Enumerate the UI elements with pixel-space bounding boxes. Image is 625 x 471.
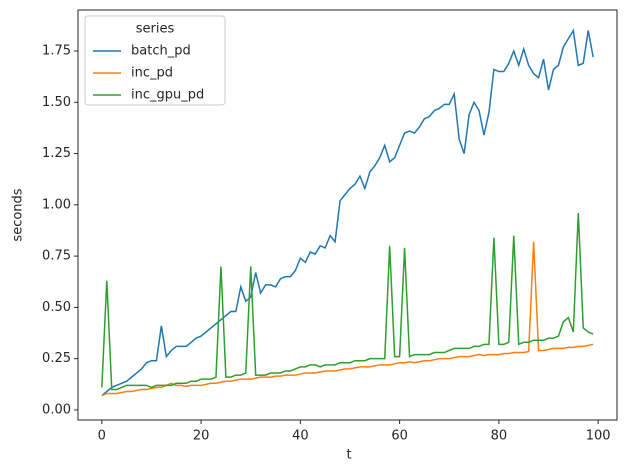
- x-tick-label: 80: [491, 429, 508, 444]
- series-line: [101, 28, 594, 397]
- series-line: [101, 213, 594, 391]
- y-axis-label: seconds: [11, 188, 26, 241]
- legend-label: batch_pd: [131, 44, 191, 59]
- y-tick-label: 0.75: [42, 249, 71, 264]
- series-line: [101, 241, 594, 397]
- x-tick-label: 60: [391, 429, 408, 444]
- y-tick-label: 0.50: [42, 300, 71, 315]
- y-tick-label: 1.25: [42, 146, 71, 161]
- legend-label: inc_pd: [131, 66, 173, 81]
- legend-box: [84, 15, 226, 106]
- legend-title: series: [136, 22, 175, 37]
- y-tick-label: 0.00: [42, 402, 71, 417]
- x-tick-label: 100: [586, 429, 611, 444]
- x-tick-label: 20: [193, 429, 210, 444]
- x-axis-label: t: [346, 448, 351, 463]
- y-tick-label: 1.75: [42, 44, 71, 59]
- y-tick-label: 0.25: [42, 351, 71, 366]
- plot-area: [77, 9, 618, 421]
- y-tick-label: 1.00: [42, 197, 71, 212]
- legend-label: inc_gpu_pd: [131, 88, 204, 103]
- y-tick-label: 1.50: [42, 95, 71, 110]
- x-tick-label: 40: [292, 429, 309, 444]
- x-tick-label: 0: [98, 429, 106, 444]
